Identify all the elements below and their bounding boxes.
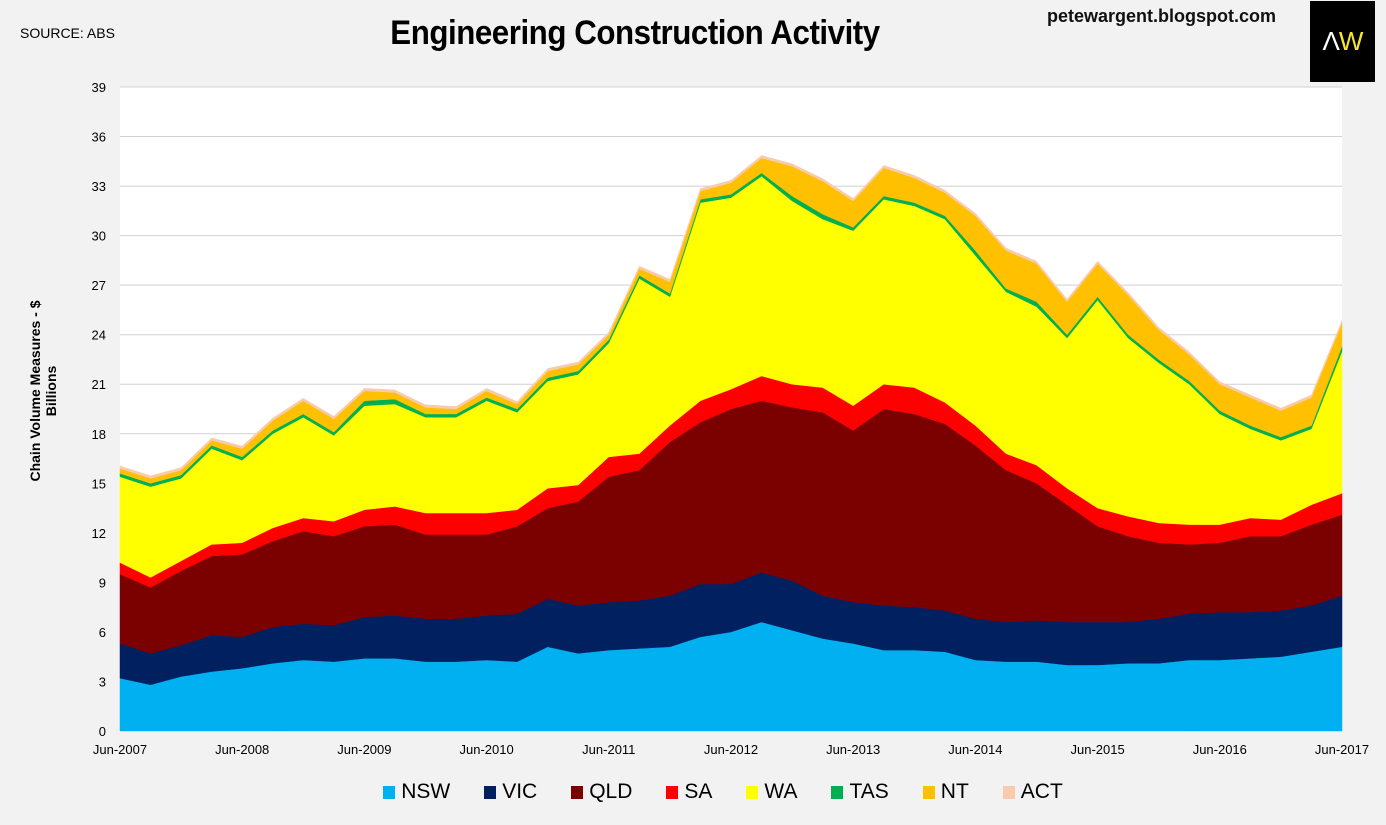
series-areas xyxy=(119,155,1343,732)
y-tick-label: 0 xyxy=(99,724,106,739)
y-tick-label: 30 xyxy=(92,229,106,244)
y-tick-label: 3 xyxy=(99,674,106,689)
x-tick-label: Jun-2014 xyxy=(948,742,1002,757)
legend-label: ACT xyxy=(1020,780,1063,803)
legend-label: WA xyxy=(764,780,798,803)
legend-swatch xyxy=(484,785,497,799)
legend-item-tas: TAS xyxy=(831,780,889,804)
blog-url: petewargent.blogspot.com xyxy=(1047,6,1277,26)
x-tick-label: Jun-2016 xyxy=(1193,742,1247,757)
source-note: SOURCE: ABS xyxy=(20,25,115,41)
y-tick-label: 33 xyxy=(92,179,106,194)
legend-label: VIC xyxy=(502,780,538,803)
legend-swatch xyxy=(1002,785,1015,799)
y-tick-label: 36 xyxy=(92,130,106,145)
x-tick-label: Jun-2007 xyxy=(93,742,147,757)
legend-label: SA xyxy=(684,780,713,803)
y-tick-label: 9 xyxy=(99,575,106,590)
legend-swatch xyxy=(746,785,759,799)
logo-letter-w: W xyxy=(1338,26,1364,56)
y-tick-label: 18 xyxy=(92,427,106,442)
x-tick-label: Jun-2008 xyxy=(215,742,269,757)
legend-label: NSW xyxy=(401,780,451,803)
chart-title: Engineering Construction Activity xyxy=(390,14,880,52)
y-tick-label: 39 xyxy=(92,80,106,95)
x-tick-label: Jun-2011 xyxy=(582,742,635,757)
x-tick-label: Jun-2015 xyxy=(1070,742,1124,757)
x-tick-label: Jun-2009 xyxy=(337,742,391,757)
logo-letter-a: Λ xyxy=(1322,26,1340,56)
x-tick-label: Jun-2012 xyxy=(704,742,758,757)
legend-swatch xyxy=(831,785,844,799)
x-tick-label: Jun-2017 xyxy=(1315,742,1369,757)
legend-label: QLD xyxy=(589,780,633,803)
x-tick-label: Jun-2010 xyxy=(459,742,513,757)
y-tick-label: 21 xyxy=(92,377,106,392)
y-tick-label: 12 xyxy=(92,526,106,541)
legend-item-qld: QLD xyxy=(571,780,632,804)
legend-item-sa: SA xyxy=(666,780,712,804)
legend-swatch xyxy=(922,785,935,799)
y-tick-label: 15 xyxy=(92,476,106,491)
legend-label: TAS xyxy=(849,780,889,803)
y-tick-label: 27 xyxy=(92,278,106,293)
area-act xyxy=(119,155,1343,479)
legend-item-wa: WA xyxy=(746,780,797,804)
legend-item-nsw: NSW xyxy=(383,780,450,804)
legend-swatch xyxy=(383,785,396,799)
x-tick-label: Jun-2013 xyxy=(826,742,880,757)
legend-item-act: ACT xyxy=(1002,780,1063,804)
legend-item-nt: NT xyxy=(922,780,969,804)
y-tick-label: 6 xyxy=(99,625,106,640)
legend: NSW VIC QLD SA WA TAS NT ACT xyxy=(0,780,1386,804)
x-tick-labels: Jun-2007 Jun-2008 Jun-2009 Jun-2010 Jun-2011… xyxy=(93,742,1369,757)
legend-label: NT xyxy=(940,780,969,803)
legend-item-vic: VIC xyxy=(484,780,537,804)
y-tick-label: 24 xyxy=(92,328,106,343)
legend-swatch xyxy=(666,785,679,799)
legend-swatch xyxy=(571,785,584,799)
